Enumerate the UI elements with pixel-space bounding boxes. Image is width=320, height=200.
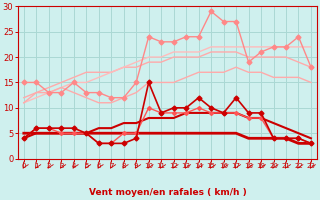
X-axis label: Vent moyen/en rafales ( km/h ): Vent moyen/en rafales ( km/h ): [89, 188, 246, 197]
